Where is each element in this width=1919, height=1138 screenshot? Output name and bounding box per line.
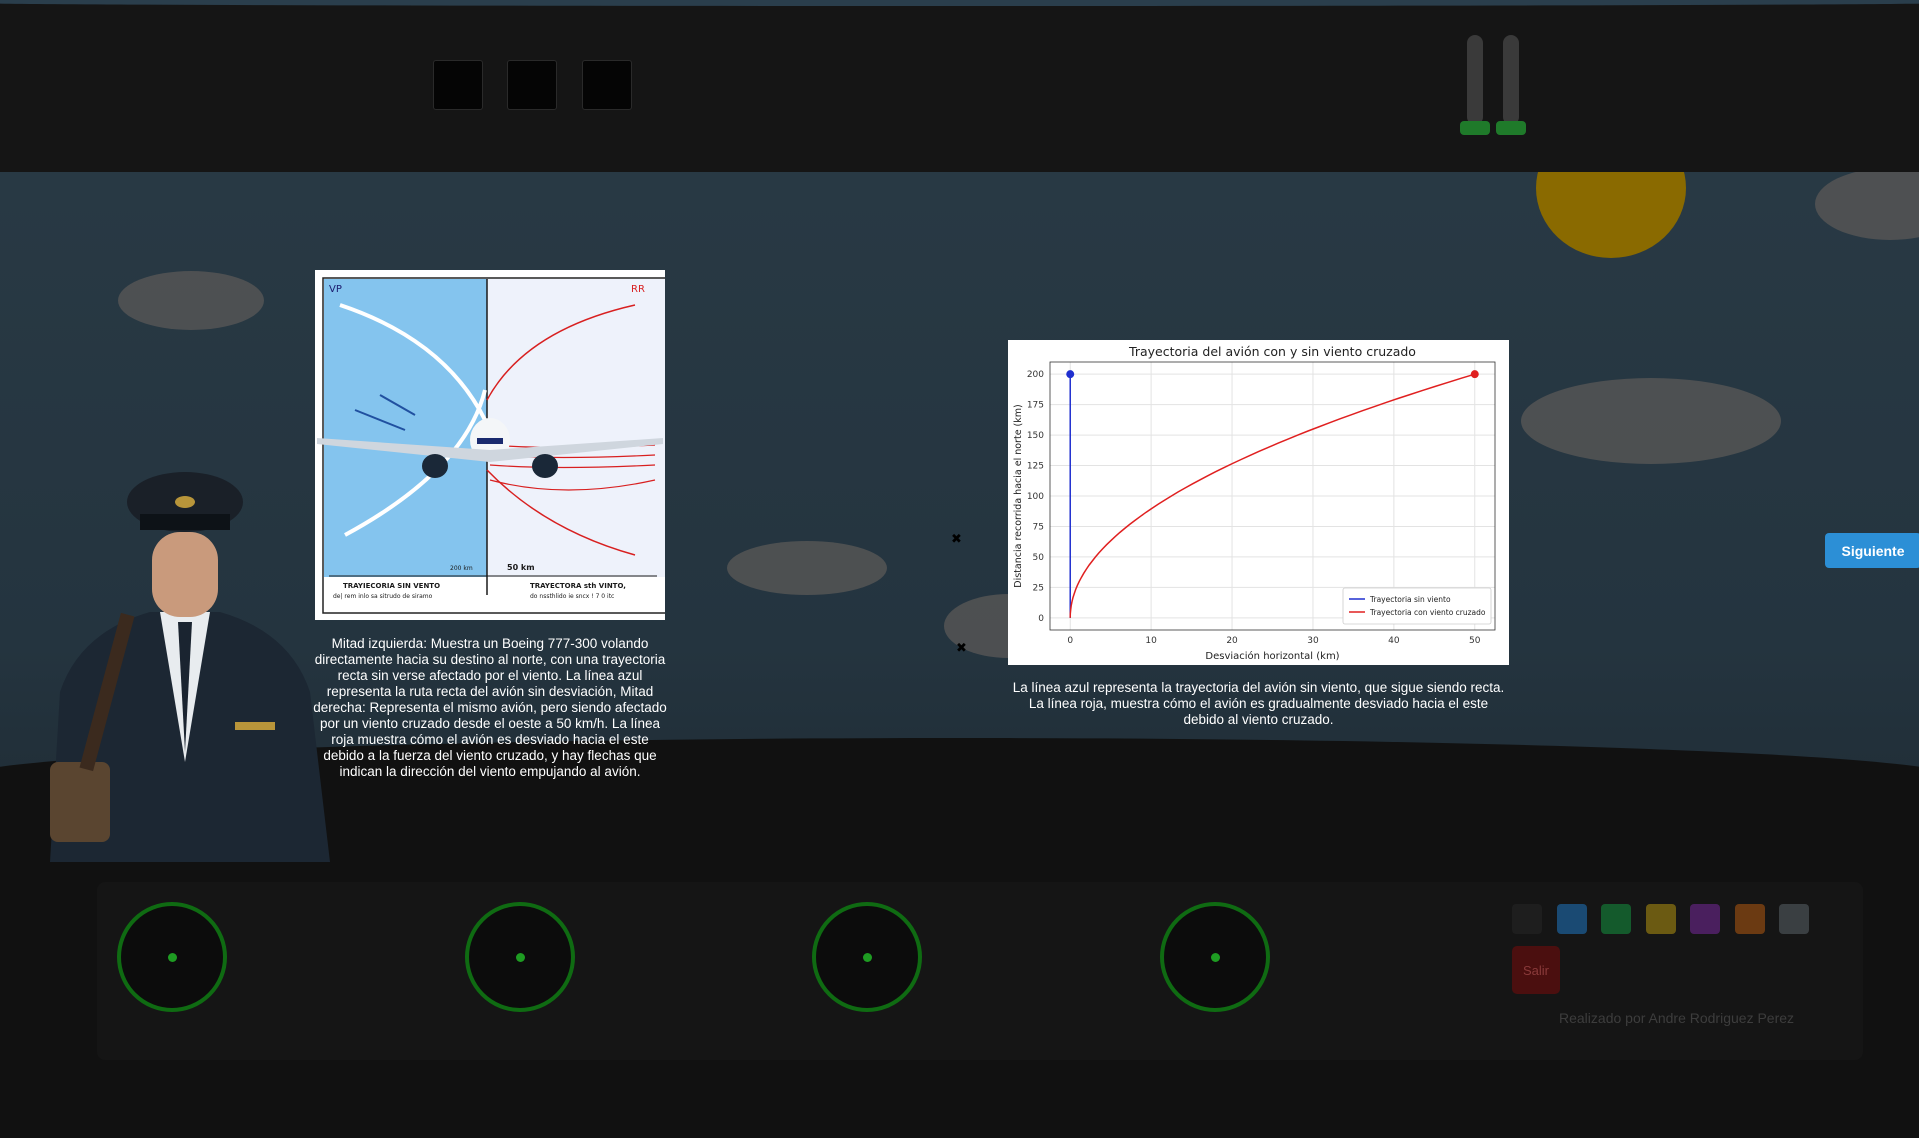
label-vp: VP — [329, 284, 342, 295]
series-end-marker — [1066, 370, 1075, 379]
gauge — [1160, 902, 1270, 1012]
crosshair-icon: ✖ — [956, 640, 967, 655]
gauge-needle — [516, 953, 525, 962]
instrument-panel — [97, 882, 1863, 1060]
x-axis-label: Desviación horizontal (km) — [1205, 650, 1339, 662]
series-line — [1069, 373, 1476, 618]
x-tick-label: 20 — [1226, 636, 1238, 646]
throttle-lever[interactable] — [1467, 35, 1483, 125]
trajectory-chart: 0 10 20 30 40 50 0 25 50 75 100 125 150 175 200 Trayect… — [1008, 340, 1509, 665]
exit-button[interactable]: Salir — [1512, 946, 1560, 994]
label-distance-right: 50 km — [507, 563, 535, 572]
crosshair-icon: ✖ — [951, 531, 962, 546]
y-tick-label: 200 — [1027, 370, 1044, 380]
y-tick-label: 75 — [1033, 522, 1044, 532]
gauge-needle — [863, 953, 872, 962]
gauge — [812, 902, 922, 1012]
y-axis-label: Distancia recorrida hacia el norte (km) — [1013, 404, 1024, 587]
chart-title: Trayectoria del avión con y sin viento c… — [1128, 344, 1416, 359]
overhead-switch[interactable] — [582, 60, 632, 110]
legend-label: Trayectoria sin viento — [1369, 595, 1451, 604]
left-caption: Mitad izquierda: Muestra un Boeing 777-3… — [313, 636, 667, 779]
y-tick-label: 50 — [1033, 553, 1045, 563]
overhead-switch[interactable] — [507, 60, 557, 110]
y-tick-label: 150 — [1027, 431, 1044, 441]
label-subtitle-right: do nssthlido ie sncx ! 7 0 itc — [530, 593, 614, 600]
legend-label: Trayectoria con viento cruzado — [1369, 608, 1486, 617]
pilot-illustration — [50, 472, 330, 862]
color-swatch[interactable] — [1601, 904, 1631, 934]
y-tick-label: 100 — [1027, 492, 1044, 502]
plot-frame — [1049, 361, 1496, 631]
throttle-base — [1460, 121, 1490, 135]
label-rr: RR — [631, 284, 645, 295]
series-end-marker — [1470, 370, 1479, 379]
credit-text: Realizado por Andre Rodriguez Perez — [1559, 1010, 1795, 1026]
label-distance-left: 200 km — [450, 565, 473, 572]
gauge-needle — [168, 953, 177, 962]
x-tick-label: 40 — [1388, 636, 1400, 646]
color-swatch[interactable] — [1690, 904, 1720, 934]
overhead-switch[interactable] — [433, 60, 483, 110]
right-caption: La línea azul representa la trayectoria … — [1012, 680, 1505, 727]
cloud — [1521, 378, 1781, 464]
gauge — [117, 902, 227, 1012]
label-title-left: TRAYIECORIA SIN VENTO — [343, 582, 440, 590]
legend-box — [1342, 587, 1492, 625]
x-tick-label: 50 — [1469, 636, 1481, 646]
gauge — [465, 902, 575, 1012]
cockpit-top-panel — [0, 0, 1919, 172]
cloud — [118, 271, 264, 330]
color-swatch[interactable] — [1734, 904, 1765, 934]
color-swatch[interactable] — [1556, 904, 1587, 934]
x-tick-label: 0 — [1067, 636, 1073, 646]
label-subtitle-left: de| rem inlo sa sitrudo de siramo — [333, 593, 433, 600]
y-tick-label: 0 — [1038, 614, 1044, 624]
wind-comparison-image: VP RR 200 km 50 km TRAYIECORIA SIN VENTO… — [315, 270, 668, 620]
y-tick-label: 125 — [1027, 462, 1044, 472]
color-swatch[interactable] — [1645, 904, 1676, 934]
cloud — [727, 541, 887, 595]
x-tick-label: 10 — [1145, 636, 1157, 646]
y-tick-label: 175 — [1027, 401, 1044, 411]
label-title-right: TRAYECTORA sth VINTO, — [530, 582, 626, 590]
throttle-lever[interactable] — [1503, 35, 1519, 125]
color-swatch[interactable] — [1779, 904, 1809, 934]
color-swatch[interactable] — [1512, 904, 1542, 934]
next-button[interactable]: Siguiente — [1825, 533, 1919, 568]
y-tick-label: 25 — [1033, 583, 1044, 593]
gauge-needle — [1211, 953, 1220, 962]
throttle-base — [1496, 121, 1526, 135]
x-tick-label: 30 — [1307, 636, 1319, 646]
